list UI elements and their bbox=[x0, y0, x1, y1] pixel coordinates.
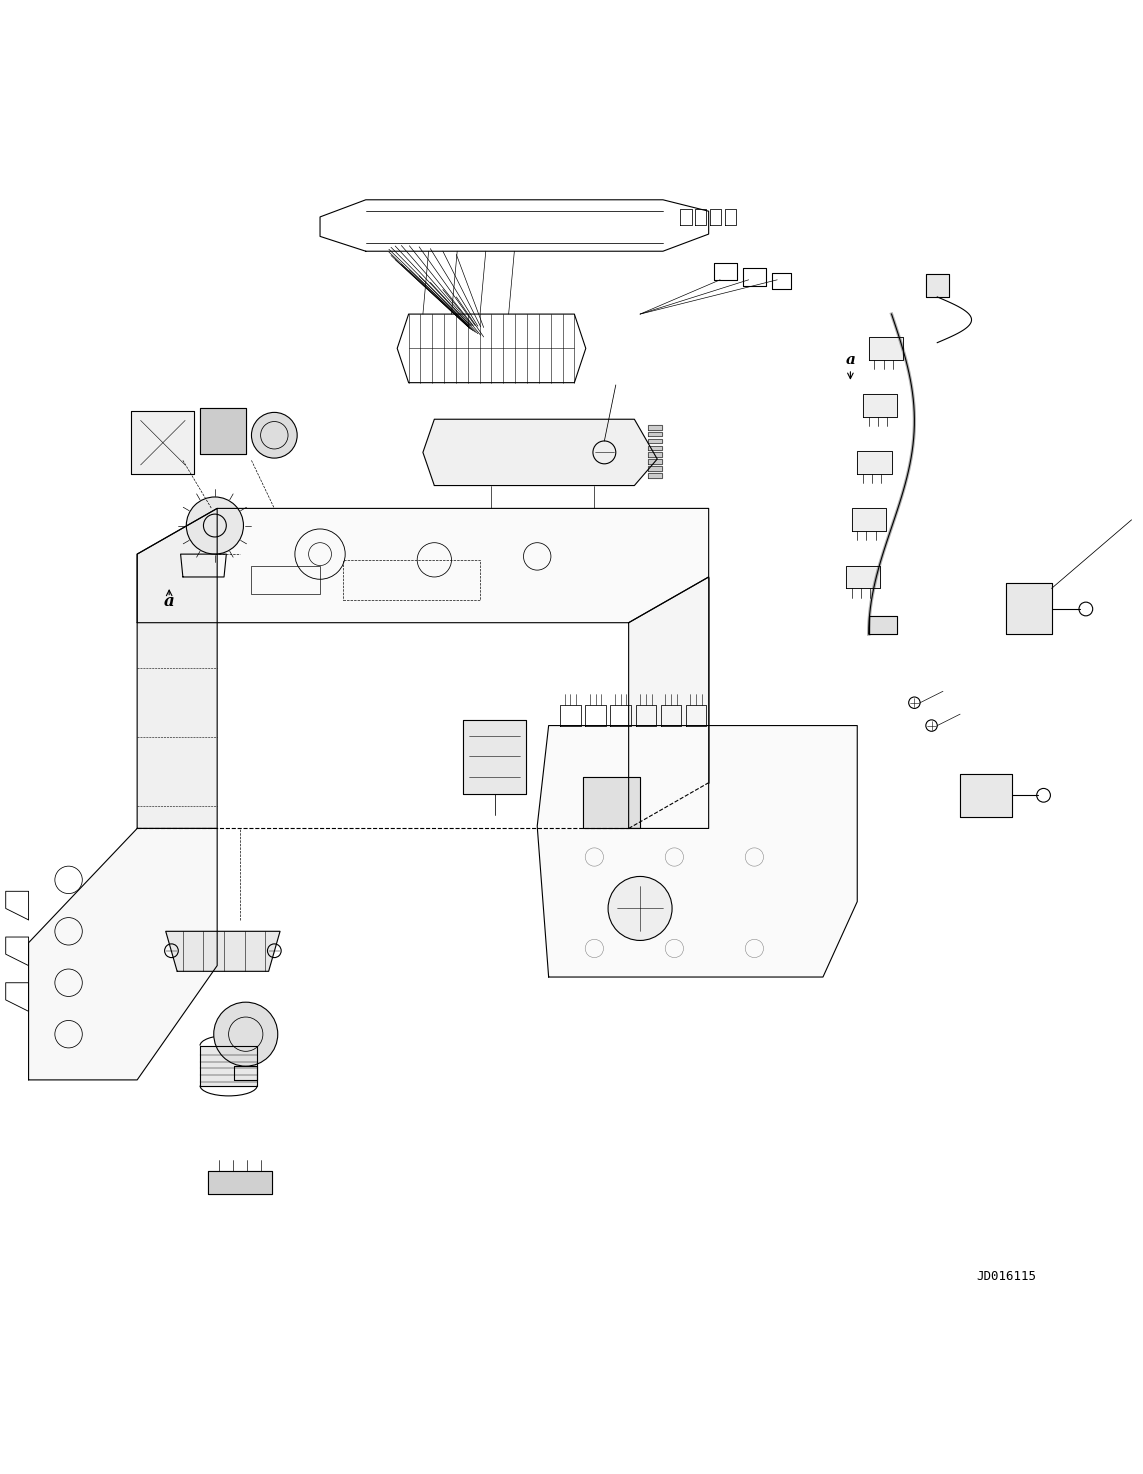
Polygon shape bbox=[583, 777, 640, 828]
Polygon shape bbox=[648, 453, 662, 457]
Polygon shape bbox=[537, 725, 857, 977]
Polygon shape bbox=[181, 554, 226, 576]
Polygon shape bbox=[869, 616, 897, 634]
Polygon shape bbox=[463, 719, 526, 794]
Polygon shape bbox=[131, 411, 194, 475]
Polygon shape bbox=[208, 1172, 272, 1194]
Polygon shape bbox=[200, 408, 246, 454]
Polygon shape bbox=[648, 432, 662, 436]
Polygon shape bbox=[137, 509, 217, 828]
Polygon shape bbox=[960, 774, 1012, 817]
Polygon shape bbox=[648, 439, 662, 444]
Polygon shape bbox=[648, 473, 662, 478]
Polygon shape bbox=[846, 566, 880, 588]
Polygon shape bbox=[648, 445, 662, 450]
Circle shape bbox=[186, 497, 243, 554]
Polygon shape bbox=[423, 419, 657, 485]
Circle shape bbox=[251, 413, 297, 458]
Text: a: a bbox=[846, 354, 855, 367]
Circle shape bbox=[608, 877, 672, 940]
Polygon shape bbox=[648, 460, 662, 464]
Polygon shape bbox=[648, 425, 662, 429]
Polygon shape bbox=[648, 466, 662, 470]
Text: JD016115: JD016115 bbox=[976, 1271, 1036, 1282]
Polygon shape bbox=[166, 932, 280, 971]
Polygon shape bbox=[857, 451, 892, 475]
Polygon shape bbox=[1006, 582, 1052, 634]
Circle shape bbox=[214, 1002, 278, 1066]
Polygon shape bbox=[29, 828, 217, 1080]
Polygon shape bbox=[137, 509, 709, 622]
Polygon shape bbox=[200, 1045, 257, 1086]
Polygon shape bbox=[926, 274, 949, 296]
Polygon shape bbox=[629, 576, 709, 828]
Polygon shape bbox=[869, 338, 903, 360]
Bar bbox=[251, 566, 320, 594]
Polygon shape bbox=[863, 394, 897, 417]
Text: a: a bbox=[163, 593, 175, 610]
Bar bbox=[343, 560, 480, 600]
Polygon shape bbox=[852, 509, 886, 531]
